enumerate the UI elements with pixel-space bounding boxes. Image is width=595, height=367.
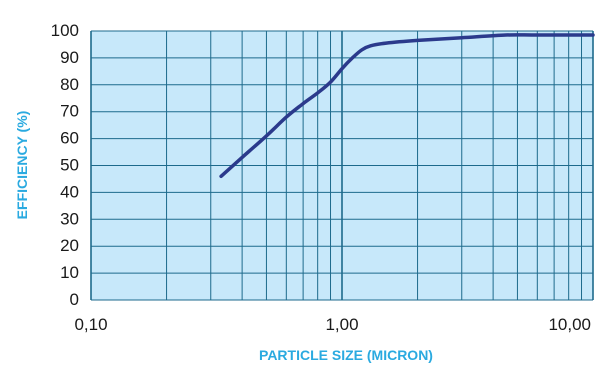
y-tick-label: 60	[60, 129, 79, 148]
y-tick-label: 20	[60, 236, 79, 255]
y-tick-label: 90	[60, 48, 79, 67]
x-axis-title: PARTICLE SIZE (MICRON)	[259, 347, 433, 363]
y-tick-label: 70	[60, 102, 79, 121]
efficiency-curve	[219, 33, 595, 179]
y-tick-labels: 0 10 20 30 40 50 60 70 80 90 100	[51, 21, 79, 309]
x-tick-label: 1,00	[325, 315, 358, 334]
y-tick-label: 80	[60, 75, 79, 94]
y-axis-title: EFFICIENCY (%)	[14, 111, 30, 220]
x-tick-labels: 0,10 1,00 10,00	[74, 315, 591, 334]
grid-lines	[90, 30, 594, 301]
x-tick-label: 0,10	[74, 315, 107, 334]
x-tick-label: 10,00	[548, 315, 591, 334]
y-tick-label: 0	[70, 290, 79, 309]
y-tick-label: 40	[60, 182, 79, 201]
y-tick-label: 10	[60, 263, 79, 282]
y-tick-label: 50	[60, 156, 79, 175]
y-tick-label: 100	[51, 21, 79, 40]
y-tick-label: 30	[60, 209, 79, 228]
